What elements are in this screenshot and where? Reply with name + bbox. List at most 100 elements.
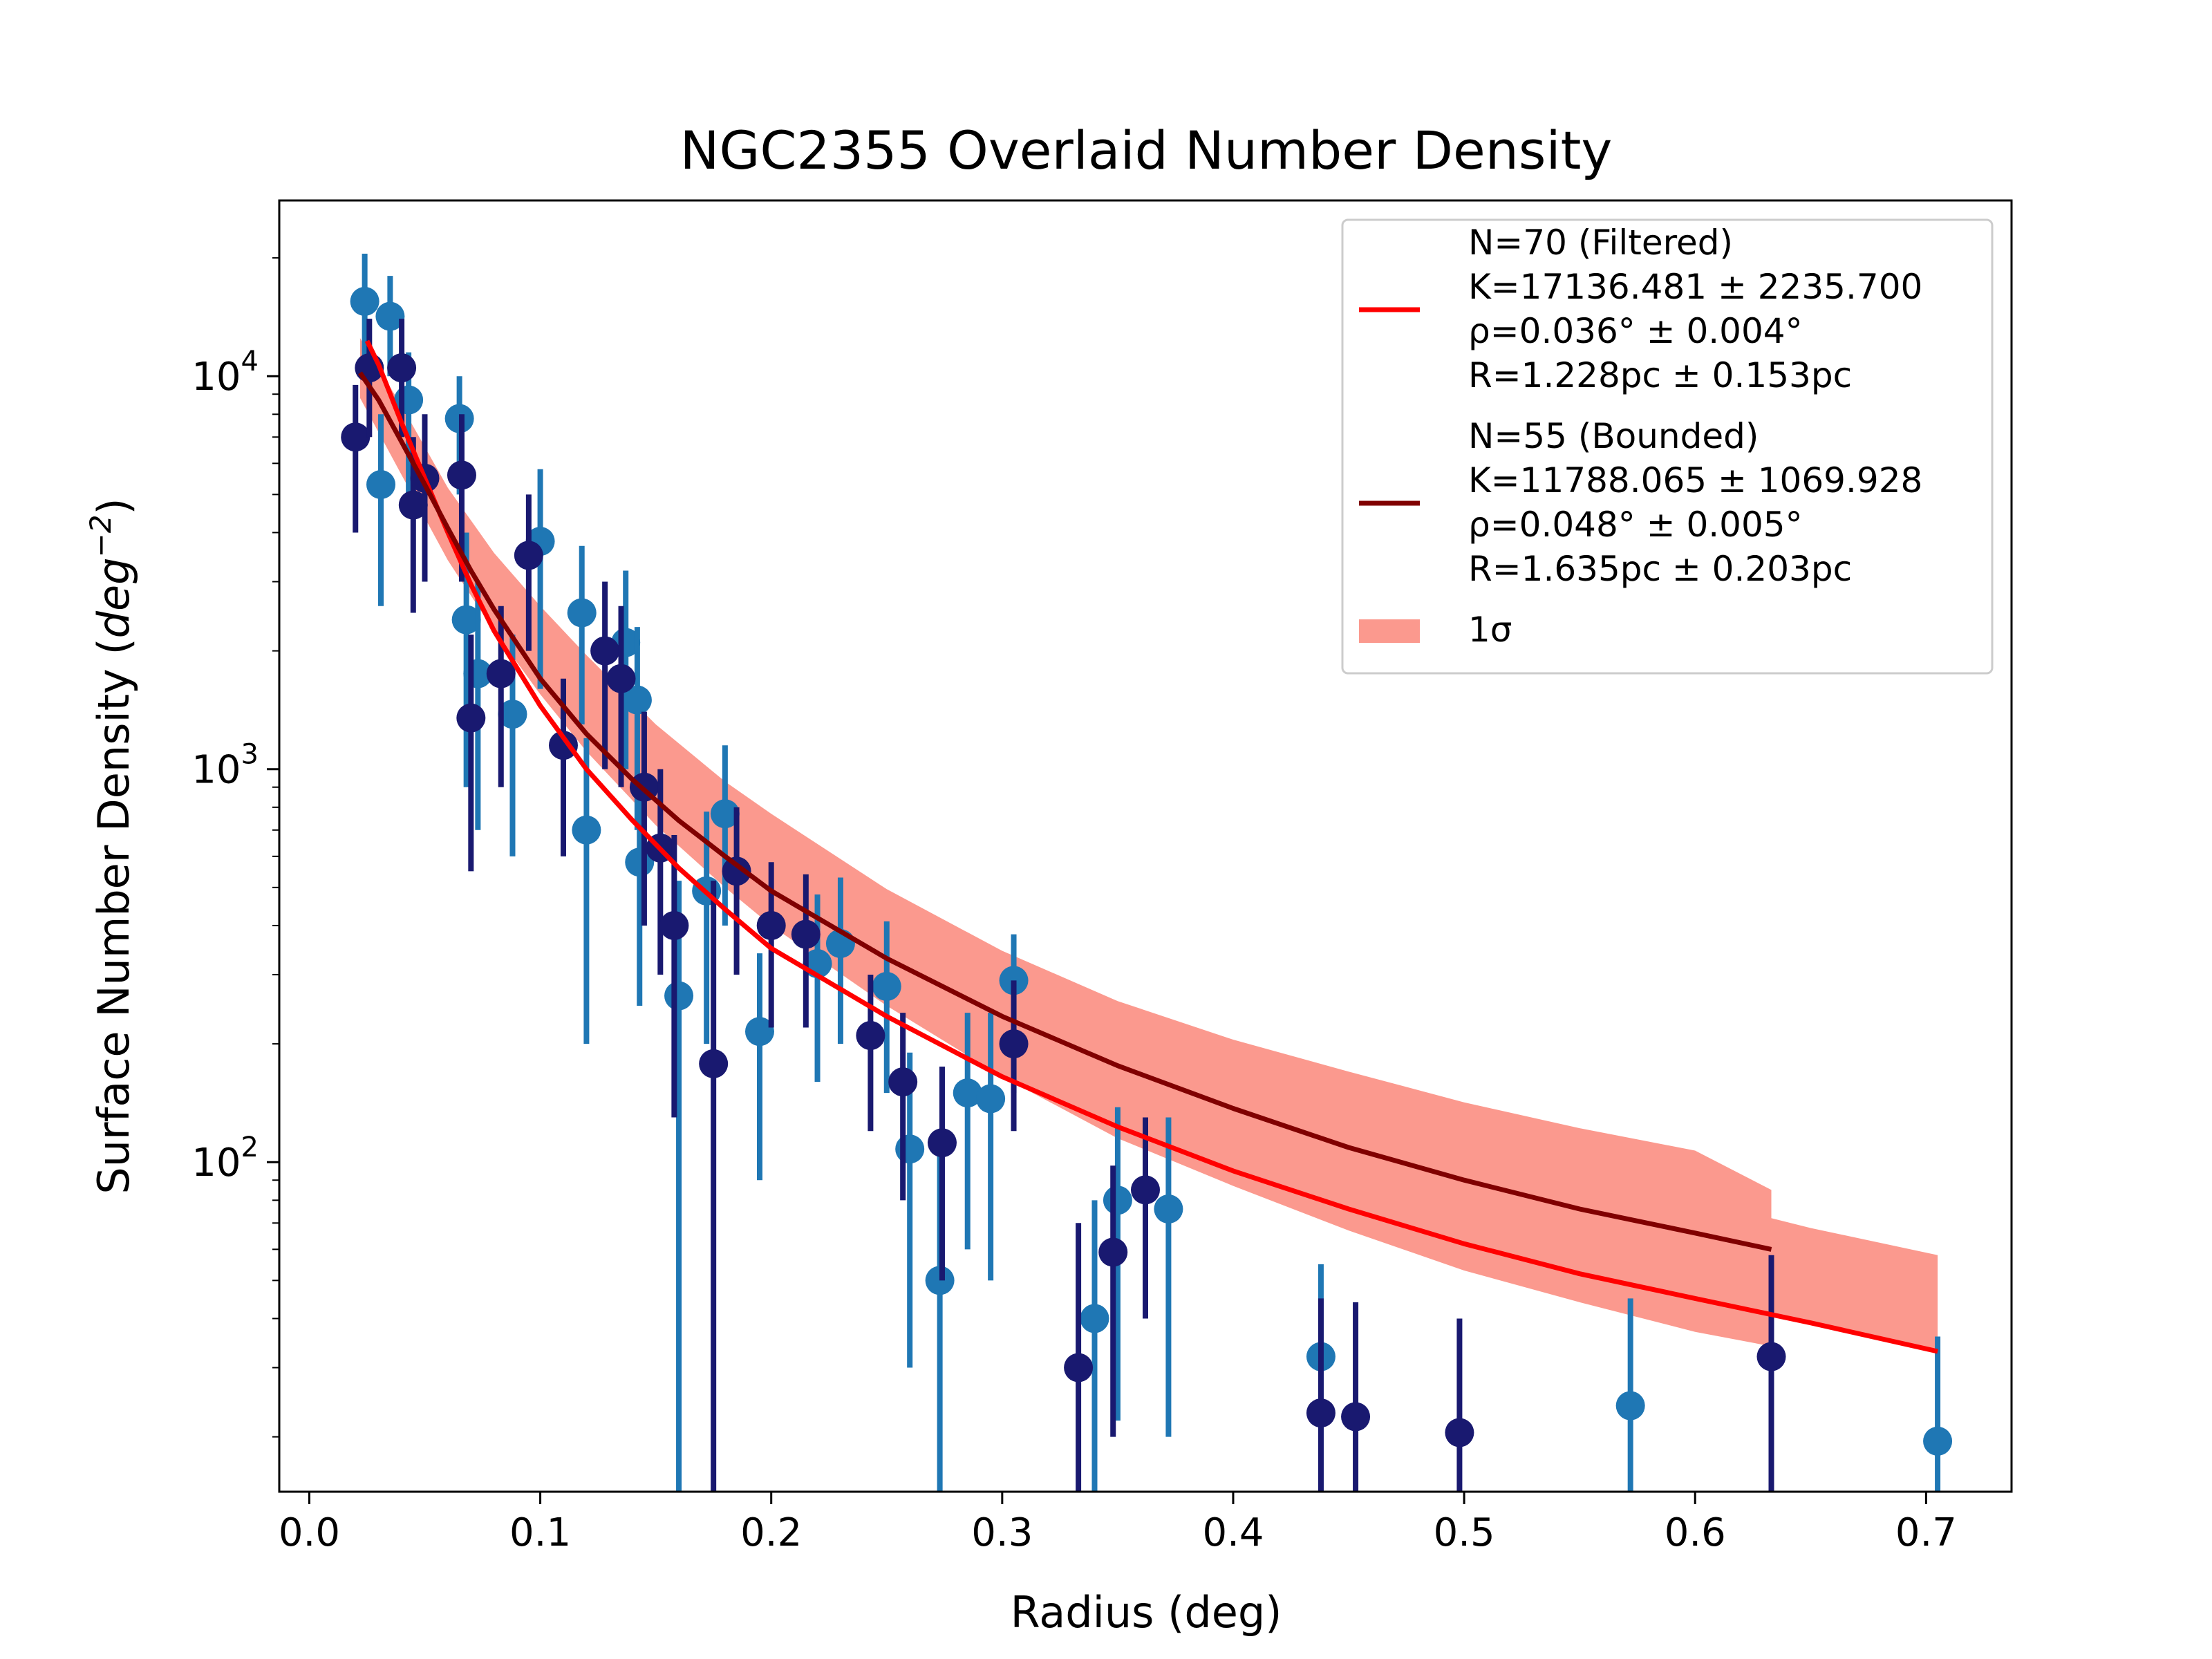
bounded-points-point-0 bbox=[341, 384, 371, 533]
x-axis-label: Radius (deg) bbox=[1011, 1587, 1282, 1638]
data-marker bbox=[1445, 1418, 1474, 1447]
bounded-points-point-23 bbox=[1064, 1223, 1094, 1492]
bounded-points-point-10 bbox=[590, 581, 620, 769]
legend-text-line: 1σ bbox=[1468, 610, 1512, 650]
data-marker bbox=[451, 605, 481, 635]
bounded-points-point-18 bbox=[791, 874, 821, 1028]
data-marker bbox=[895, 1134, 925, 1164]
legend-text-line: R=1.635pc ± 0.203pc bbox=[1468, 549, 1852, 589]
fit-line-1 bbox=[358, 371, 1772, 1252]
chart-title: NGC2355 Overlaid Number Density bbox=[680, 120, 1613, 181]
filtered-points-point-20 bbox=[872, 921, 901, 1094]
bounded-points-point-19 bbox=[856, 974, 885, 1132]
filtered-points-point-2 bbox=[366, 414, 396, 606]
legend-entry-1: N=55 (Bounded)K=11788.065 ± 1069.928 ρ=0.… bbox=[1359, 416, 1922, 589]
x-tick-label: 0.3 bbox=[971, 1510, 1033, 1555]
data-marker bbox=[572, 815, 601, 845]
data-marker bbox=[976, 1084, 1006, 1114]
filtered-points-point-16 bbox=[710, 745, 740, 926]
y-axis-label-paren-close: ) bbox=[88, 498, 139, 514]
x-tick-label: 0.5 bbox=[1434, 1510, 1495, 1555]
y-tick-label: 103 bbox=[191, 739, 259, 793]
data-marker bbox=[1098, 1237, 1128, 1267]
data-marker bbox=[1103, 1185, 1132, 1215]
bounded-points-point-8 bbox=[514, 494, 543, 651]
x-tick-label: 0.2 bbox=[740, 1510, 802, 1555]
filtered-points-point-23 bbox=[953, 1013, 982, 1250]
plot-frame bbox=[278, 199, 2013, 1493]
x-tick-label: 0.6 bbox=[1665, 1510, 1726, 1555]
data-marker bbox=[498, 700, 527, 729]
bounded-points-point-16 bbox=[722, 807, 751, 975]
data-marker bbox=[710, 799, 740, 829]
data-marker bbox=[744, 1017, 774, 1047]
bounded-points-point-14 bbox=[659, 834, 689, 1118]
x-tick-label: 0.7 bbox=[1895, 1510, 1957, 1555]
sigma-band-0 bbox=[359, 338, 1772, 1347]
bounded-points-point-21 bbox=[927, 1067, 957, 1281]
plot-area bbox=[341, 253, 1953, 1492]
data-marker bbox=[350, 287, 379, 317]
legend-entry-0: N=70 (Filtered)K=17136.481 ± 2235.700ρ=0… bbox=[1359, 223, 1922, 395]
legend-text-line: R=1.228pc ± 0.153pc bbox=[1468, 355, 1852, 395]
data-marker bbox=[856, 1021, 885, 1051]
data-marker bbox=[622, 685, 652, 715]
data-marker bbox=[590, 636, 620, 666]
bounded-points-point-22 bbox=[999, 980, 1029, 1132]
bounded-points-point-27 bbox=[1341, 1302, 1371, 1492]
data-marker bbox=[699, 1049, 729, 1078]
data-marker bbox=[659, 910, 689, 940]
bounded-points-point-29 bbox=[1756, 1255, 1786, 1492]
data-marker bbox=[375, 301, 405, 331]
y-axis-label-exponent: −2 bbox=[84, 515, 118, 558]
sigma-band-1 bbox=[1771, 1218, 1938, 1351]
data-marker bbox=[1064, 1353, 1094, 1382]
legend-text-line: ρ=0.048° ± 0.005° bbox=[1468, 505, 1803, 545]
filtered-points-point-17 bbox=[744, 953, 774, 1181]
x-tick-label: 0.1 bbox=[509, 1510, 571, 1555]
data-marker bbox=[1131, 1175, 1160, 1205]
y-tick-label: 104 bbox=[191, 346, 259, 400]
data-marker bbox=[1306, 1398, 1335, 1428]
data-marker bbox=[927, 1128, 957, 1158]
data-marker bbox=[398, 490, 428, 520]
filtered-points-point-0 bbox=[350, 253, 379, 360]
x-tick-label: 0.4 bbox=[1202, 1510, 1264, 1555]
data-marker bbox=[1154, 1194, 1183, 1224]
bounded-points-point-6 bbox=[456, 635, 486, 872]
data-marker bbox=[486, 659, 516, 688]
legend: N=70 (Filtered)K=17136.481 ± 2235.700ρ=0… bbox=[1341, 218, 1994, 675]
data-marker bbox=[791, 919, 821, 949]
x-axis: 0.0 0.1 0.2 0.3 0.4 0.5 0.6 0.7 bbox=[279, 1492, 1957, 1555]
filtered-points-point-31 bbox=[1923, 1336, 1953, 1492]
legend-box bbox=[1341, 218, 1994, 675]
legend-text-line: ρ=0.036° ± 0.004° bbox=[1468, 311, 1803, 351]
legend-text-line: K=11788.065 ± 1069.928 bbox=[1468, 460, 1922, 500]
data-marker bbox=[341, 422, 371, 452]
data-marker bbox=[999, 1029, 1029, 1059]
x-tick-label: 0.0 bbox=[279, 1510, 340, 1555]
y-tick-label: 102 bbox=[191, 1132, 259, 1185]
bounded-points-point-15 bbox=[699, 881, 729, 1492]
legend-patch-swatch bbox=[1359, 619, 1420, 643]
data-marker bbox=[1756, 1342, 1786, 1371]
data-marker bbox=[606, 664, 636, 693]
filtered-points-point-26 bbox=[1080, 1200, 1109, 1492]
bounded-points-point-24 bbox=[1098, 1165, 1128, 1437]
legend-text-line: N=70 (Filtered) bbox=[1468, 223, 1733, 263]
data-points bbox=[341, 253, 1953, 1492]
data-marker bbox=[1923, 1426, 1953, 1456]
data-marker bbox=[366, 469, 396, 499]
y-axis-label-text: Surface Number Density bbox=[88, 668, 139, 1194]
data-marker bbox=[664, 981, 694, 1011]
y-axis-label-paren-open: ( bbox=[88, 638, 139, 668]
data-marker bbox=[567, 598, 597, 628]
data-marker bbox=[548, 731, 578, 760]
filtered-points-point-10 bbox=[572, 738, 601, 1044]
filtered-points-point-28 bbox=[1154, 1117, 1183, 1437]
data-marker bbox=[888, 1067, 918, 1097]
filtered-points-point-30 bbox=[1615, 1298, 1645, 1492]
legend-text-line: K=17136.481 ± 2235.700 bbox=[1468, 267, 1922, 307]
fit-lines bbox=[358, 339, 1938, 1354]
